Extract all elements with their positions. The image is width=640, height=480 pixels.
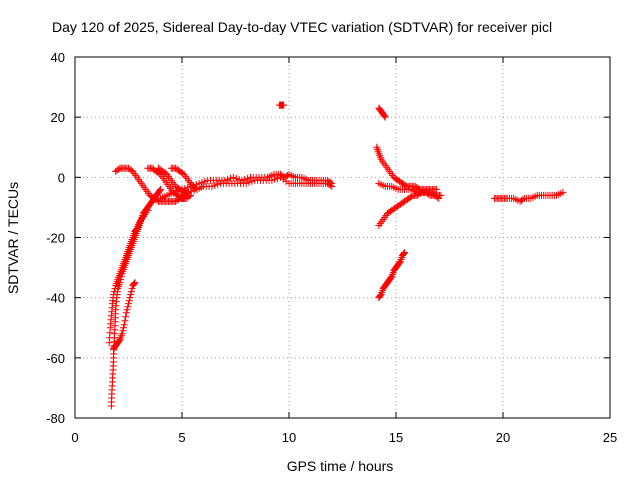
series-arc-15h-steep bbox=[375, 249, 408, 301]
data-points bbox=[106, 102, 567, 410]
chart-title: Day 120 of 2025, Sidereal Day-to-day VTE… bbox=[52, 19, 552, 35]
grid-lines bbox=[75, 57, 610, 418]
series-arc-15h-top bbox=[375, 105, 388, 121]
sdtvar-chart: Day 120 of 2025, Sidereal Day-to-day VTE… bbox=[0, 0, 640, 480]
data-point bbox=[119, 327, 126, 334]
data-point bbox=[122, 313, 129, 320]
x-axis-label: GPS time / hours bbox=[287, 458, 394, 474]
y-tick-label: 0 bbox=[58, 170, 65, 185]
series-falling-arc-1 bbox=[112, 165, 187, 205]
x-tick-label: 15 bbox=[389, 430, 403, 445]
data-point bbox=[124, 306, 131, 313]
data-point bbox=[126, 294, 133, 301]
y-tick-label: -20 bbox=[46, 231, 65, 246]
data-point bbox=[110, 291, 117, 298]
series-evening-band bbox=[491, 189, 566, 205]
y-axis-label: SDTVAR / TECUs bbox=[5, 182, 21, 294]
y-tick-label: -80 bbox=[46, 411, 65, 426]
data-point bbox=[121, 317, 128, 324]
x-tick-label: 5 bbox=[178, 430, 185, 445]
x-axis-ticks: 0 5 10 15 20 25 bbox=[71, 57, 617, 445]
series-isolated-cluster bbox=[276, 102, 287, 109]
data-point bbox=[126, 297, 133, 304]
x-tick-label: 20 bbox=[496, 430, 510, 445]
y-tick-label: 20 bbox=[51, 110, 65, 125]
x-tick-label: 10 bbox=[282, 430, 296, 445]
data-point bbox=[121, 321, 128, 328]
y-tick-label: -40 bbox=[46, 291, 65, 306]
series-arc-15h-rising bbox=[375, 189, 442, 229]
data-point bbox=[123, 309, 130, 316]
data-point bbox=[128, 288, 135, 295]
data-point bbox=[120, 324, 127, 331]
x-tick-label: 25 bbox=[603, 430, 617, 445]
y-tick-label: 40 bbox=[51, 50, 65, 65]
data-point bbox=[124, 303, 131, 310]
y-tick-label: -60 bbox=[46, 351, 65, 366]
data-point bbox=[127, 291, 134, 298]
data-point bbox=[125, 300, 132, 307]
x-tick-label: 0 bbox=[71, 430, 78, 445]
